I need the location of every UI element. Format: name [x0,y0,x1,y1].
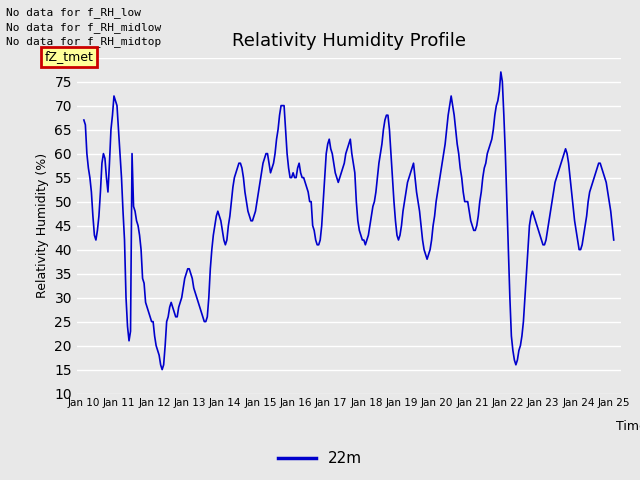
Text: No data for f_RH_midlow: No data for f_RH_midlow [6,22,162,33]
Y-axis label: Relativity Humidity (%): Relativity Humidity (%) [36,153,49,298]
Text: No data for f_RH_low: No data for f_RH_low [6,7,141,18]
X-axis label: Time: Time [616,420,640,433]
Text: fZ_tmet: fZ_tmet [45,50,93,63]
Text: No data for f_RH_midtop: No data for f_RH_midtop [6,36,162,47]
Title: Relativity Humidity Profile: Relativity Humidity Profile [232,33,466,50]
Legend: 22m: 22m [271,445,369,472]
